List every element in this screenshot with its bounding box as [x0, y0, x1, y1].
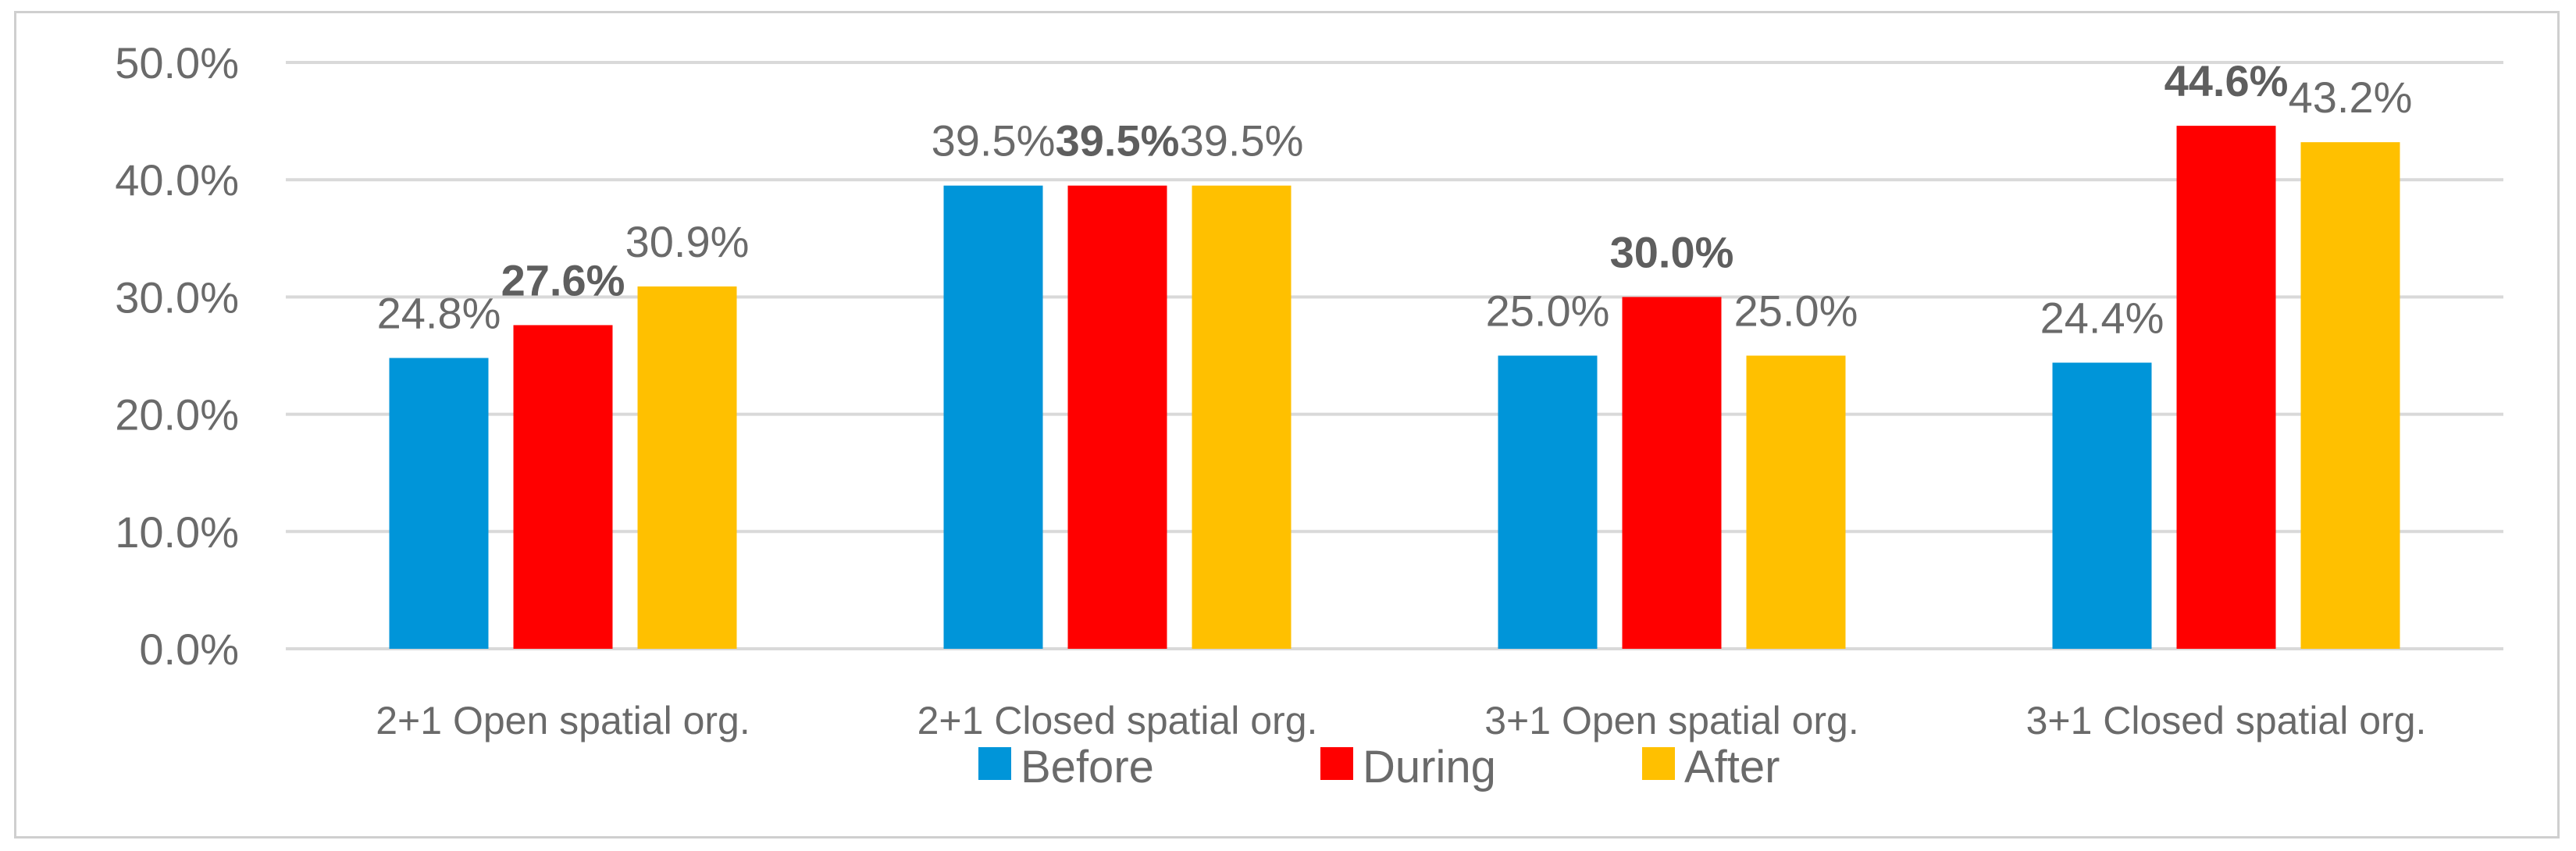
gridlines — [286, 61, 2503, 650]
bar-during — [1622, 297, 1722, 649]
data-label: 24.4% — [2040, 294, 2164, 343]
legend-swatch-after — [1642, 747, 1675, 780]
bar-before — [943, 185, 1043, 649]
data-label: 30.9% — [625, 217, 750, 266]
data-label: 44.6% — [2164, 56, 2289, 105]
bar-before — [1498, 355, 1598, 649]
data-label: 30.0% — [1610, 227, 1734, 276]
bars — [389, 126, 2400, 650]
y-tick-label: 30.0% — [115, 272, 239, 322]
bar-after — [1746, 355, 1846, 649]
legend-swatch-before — [978, 747, 1011, 780]
data-label: 39.5% — [1056, 116, 1180, 166]
data-label: 25.0% — [1486, 287, 1610, 336]
category-label: 3+1 Closed spatial org. — [2026, 699, 2427, 742]
bar-before — [2052, 362, 2152, 649]
y-axis-tick-labels: 0.0% 10.0% 20.0% 30.0% 40.0% 50.0% — [115, 38, 239, 674]
legend-swatch-during — [1320, 747, 1353, 780]
category-labels: 2+1 Open spatial org. 2+1 Closed spatial … — [376, 699, 2426, 742]
category-label: 2+1 Closed spatial org. — [917, 699, 1318, 742]
data-label: 25.0% — [1734, 287, 1858, 336]
y-tick-label: 0.0% — [139, 625, 239, 674]
legend: Before During After — [978, 742, 1780, 792]
bar-before — [389, 358, 489, 649]
legend-label-after: After — [1684, 742, 1780, 792]
chart-frame: 0.0% 10.0% 20.0% 30.0% 40.0% 50.0% 24.8% 27.6%… — [14, 11, 2560, 839]
bar-after — [637, 286, 737, 649]
bar-chart: 0.0% 10.0% 20.0% 30.0% 40.0% 50.0% 24.8%27.6%… — [115, 38, 2503, 792]
category-label: 2+1 Open spatial org. — [376, 699, 750, 742]
data-labels: 24.8%27.6%30.9%39.5% 39.5% 39.5%25.0%30.0%… — [377, 56, 2413, 342]
data-label: 24.8% — [377, 289, 501, 338]
y-tick-label: 10.0% — [115, 507, 239, 557]
bar-during — [2176, 126, 2276, 649]
data-label: 43.2% — [2289, 73, 2413, 122]
data-label: 39.5% — [1180, 116, 1304, 166]
category-label: 3+1 Open spatial org. — [1484, 699, 1859, 742]
bar-during — [513, 325, 613, 649]
data-label: 27.6% — [501, 255, 625, 304]
data-label: 39.5% — [932, 116, 1056, 166]
legend-label-during: During — [1363, 742, 1496, 792]
y-tick-label: 40.0% — [115, 155, 239, 205]
legend-label-before: Before — [1021, 742, 1154, 792]
bar-after — [1192, 185, 1292, 649]
bar-after — [2300, 142, 2400, 650]
y-tick-label: 50.0% — [115, 38, 239, 87]
bar-during — [1067, 185, 1167, 649]
y-tick-label: 20.0% — [115, 390, 239, 440]
